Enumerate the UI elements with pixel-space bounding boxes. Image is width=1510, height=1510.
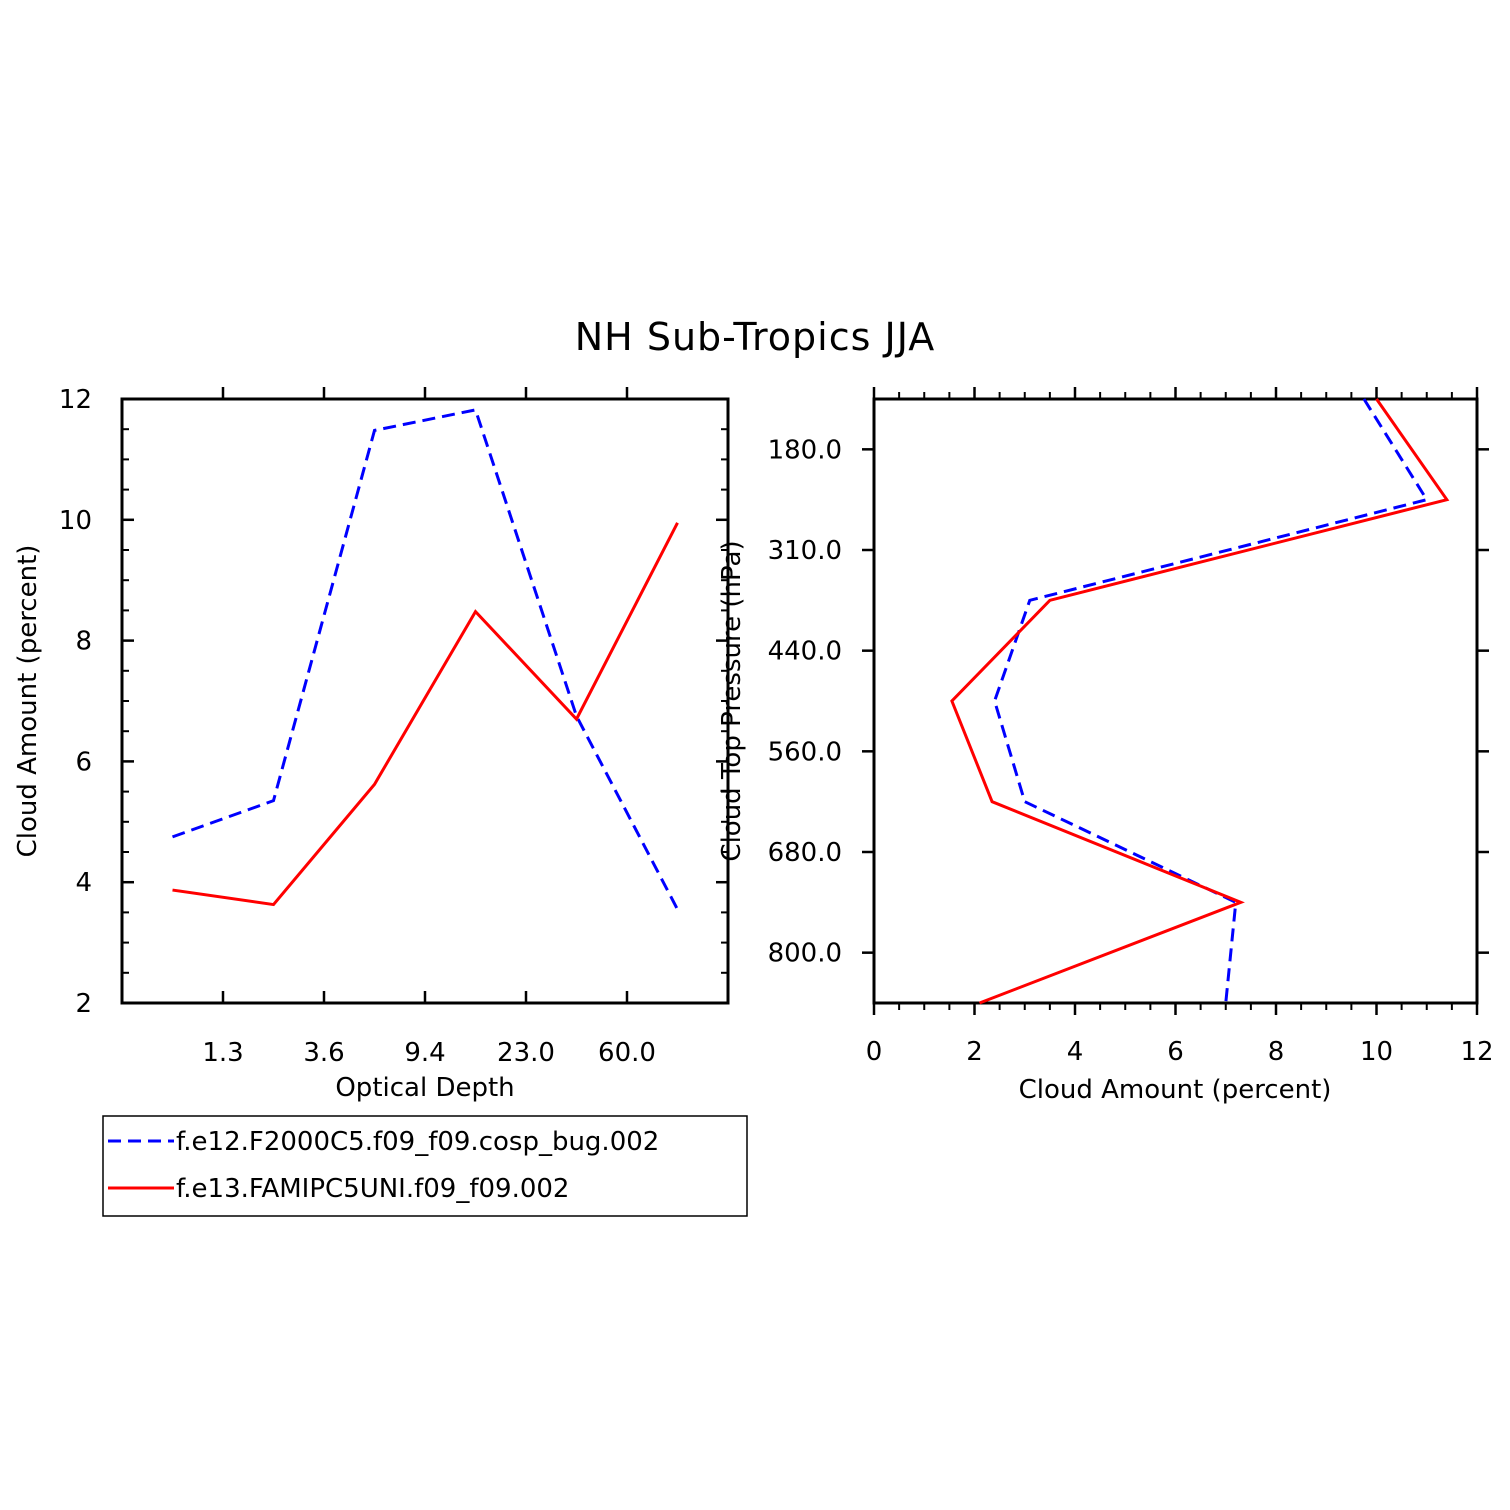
left-series-lines [171,408,679,911]
series-line [950,398,1450,1005]
right-x-axis-label: Cloud Amount (percent) [1019,1075,1332,1105]
x-tick-label: 8 [1268,1037,1285,1067]
right-y-axis-label: Cloud Top Pressure (hPa) [717,540,747,861]
x-tick-label: 4 [1067,1037,1084,1067]
left-y-axis-label: Cloud Amount (percent) [13,545,43,858]
legend-entry-label: f.e13.FAMIPC5UNI.f09_f09.002 [176,1174,569,1204]
y-tick-label: 8 [75,627,92,657]
series-line [171,408,679,911]
figure-title: NH Sub-Tropics JJA [575,315,935,359]
pressure-panel: 0 2 4 6 8 10 12180.0310.0440.0560.0680.0800.0 … [717,387,1494,1105]
x-tick-label: 3.6 [303,1038,344,1068]
x-tick-label: 9.4 [404,1038,445,1068]
y-tick-label: 440.0 [768,637,842,667]
right-series-lines [950,398,1450,1005]
y-tick-label: 4 [75,868,92,898]
legend-entry-label: f.e12.F2000C5.f09_f09.cosp_bug.002 [176,1127,659,1157]
y-tick-label: 800.0 [768,939,842,969]
x-tick-label: 0 [866,1037,883,1067]
y-tick-label: 310.0 [768,536,842,566]
y-tick-label: 6 [75,747,92,777]
y-tick-label: 10 [59,506,92,536]
y-tick-label: 560.0 [768,737,842,767]
legend: f.e12.F2000C5.f09_f09.cosp_bug.002 f.e13… [102,1115,748,1217]
legend-box [102,1115,748,1217]
x-tick-label: 12 [1460,1037,1493,1067]
y-tick-label: 12 [59,385,92,415]
right-plot-frame [872,397,1479,1005]
x-tick-label: 23.0 [497,1038,555,1068]
x-tick-label: 60.0 [598,1038,656,1068]
y-tick-label: 180.0 [768,435,842,465]
left-x-axis-label: Optical Depth [335,1073,514,1103]
left-plot-frame [120,397,730,1005]
y-tick-label: 680.0 [768,838,842,868]
x-tick-label: 10 [1360,1037,1393,1067]
x-tick-label: 1.3 [202,1038,243,1068]
x-tick-label: 2 [966,1037,983,1067]
x-tick-label: 6 [1167,1037,1184,1067]
series-line [172,522,679,907]
left-axis-ticks: 2 4 6 8 10 12 1.3 3.6 9.4 23.0 60.0 [59,385,728,1068]
right-axis-ticks: 0 2 4 6 8 10 12 180.0 310.0 440.0 560.0 680.0 800.0 [768,387,1494,1067]
y-tick-label: 2 [75,989,92,1019]
